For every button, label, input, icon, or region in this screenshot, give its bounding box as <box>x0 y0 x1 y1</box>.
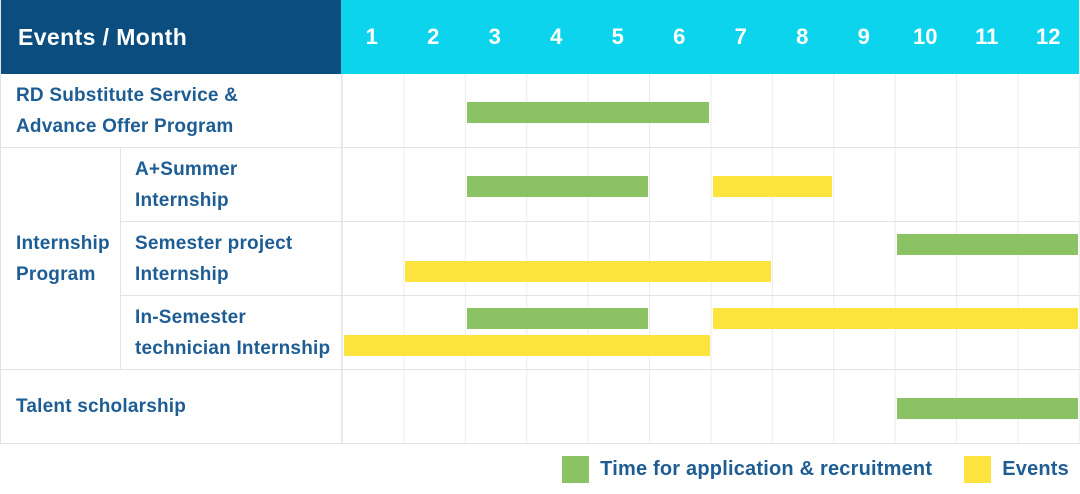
rows-top: RD Substitute Service & Advance Offer Pro… <box>1 74 1079 148</box>
group-internship-program: Internship Program A+Summer Internship Seme… <box>1 148 1079 370</box>
row-label-line: Internship <box>135 189 229 211</box>
row-label-line: Internship <box>135 263 229 285</box>
row-label: Talent scholarship <box>1 370 341 443</box>
month-header-2: 2 <box>427 24 440 49</box>
gantt-bar-application <box>896 234 1078 255</box>
legend-label: Events <box>1002 457 1069 480</box>
gantt-bar-application <box>466 102 710 123</box>
month-header-5: 5 <box>611 24 624 49</box>
table-row: In-Semester technician Internship <box>121 296 1079 370</box>
legend: Time for application & recruitment Events <box>0 444 1080 494</box>
table-row: Talent scholarship <box>1 370 1079 444</box>
table-row: A+Summer Internship <box>121 148 1079 222</box>
row-label-line: RD Substitute Service & <box>16 84 239 106</box>
gantt-bar-event <box>405 261 771 282</box>
gantt-bar-event <box>344 335 710 356</box>
row-timeline <box>341 148 1079 221</box>
month-header-3: 3 <box>488 24 501 49</box>
table-body: RD Substitute Service & Advance Offer Pro… <box>1 74 1079 444</box>
table-row: Semester project Internship <box>121 222 1079 296</box>
row-label: RD Substitute Service & Advance Offer Pro… <box>1 74 341 147</box>
group-label: Internship Program <box>1 148 121 370</box>
row-label-line: A+Summer <box>135 158 238 180</box>
legend-item-event: Events <box>964 455 1069 483</box>
row-label: A+Summer Internship <box>121 148 341 221</box>
month-header-12: 12 <box>1036 24 1061 49</box>
row-timeline <box>341 296 1079 369</box>
legend-item-application: Time for application & recruitment <box>562 455 933 483</box>
month-header-11: 11 <box>975 24 999 49</box>
month-header-6: 6 <box>673 24 686 49</box>
corner-header-cell: Events / Month <box>1 0 341 74</box>
gantt-bar-event <box>712 308 1078 329</box>
month-header-9: 9 <box>857 24 870 49</box>
row-label-line: Advance Offer Program <box>16 115 234 137</box>
corner-header-label: Events / Month <box>18 23 188 50</box>
row-label-line: In-Semester <box>135 306 246 328</box>
row-label-line: Semester project <box>135 232 293 254</box>
row-label-line: Talent scholarship <box>16 396 187 417</box>
month-header-7: 7 <box>734 24 747 49</box>
month-header-row: 1 2 3 4 5 6 7 8 9 10 11 12 <box>341 0 1079 74</box>
row-label: In-Semester technician Internship <box>121 296 341 369</box>
month-header-4: 4 <box>550 24 563 49</box>
gantt-bar-application <box>466 308 649 329</box>
group-rows: A+Summer Internship Semester project Intern… <box>121 148 1079 370</box>
application-swatch-icon <box>562 455 590 483</box>
event-swatch-icon <box>964 455 992 483</box>
gantt-bar-application <box>466 176 649 197</box>
month-header-1: 1 <box>365 24 378 49</box>
group-label-line: Program <box>16 263 96 285</box>
table-header: Events / Month 1 2 3 4 5 6 7 8 9 10 11 12 <box>1 0 1079 74</box>
row-timeline <box>341 74 1079 147</box>
row-timeline <box>341 370 1079 443</box>
group-label-line: Internship <box>16 232 110 254</box>
events-table: Events / Month 1 2 3 4 5 6 7 8 9 10 11 12 RD Substi… <box>0 0 1080 444</box>
rows-bottom: Talent scholarship <box>1 370 1079 444</box>
month-header-10: 10 <box>913 24 938 49</box>
row-timeline <box>341 222 1079 295</box>
legend-label: Time for application & recruitment <box>600 457 933 480</box>
row-label: Semester project Internship <box>121 222 341 295</box>
gantt-bar-application <box>896 398 1078 419</box>
table-row: RD Substitute Service & Advance Offer Pro… <box>1 74 1079 148</box>
row-label-line: technician Internship <box>135 337 331 359</box>
month-header-8: 8 <box>796 24 809 49</box>
gantt-bar-event <box>712 176 833 197</box>
